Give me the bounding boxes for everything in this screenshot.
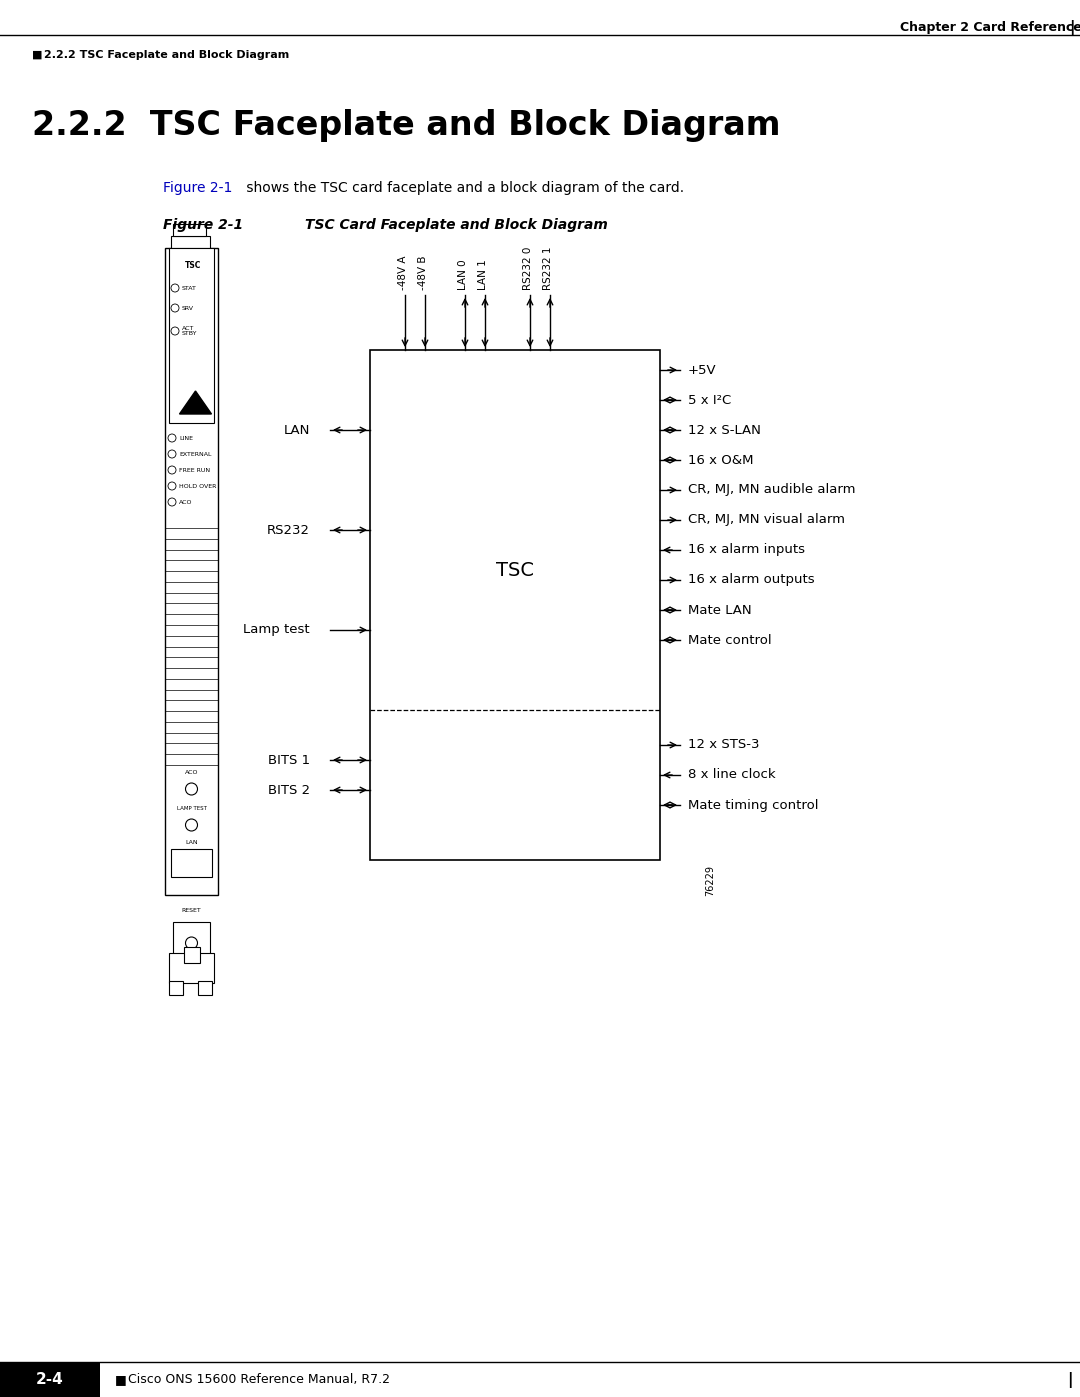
Text: LAN: LAN: [284, 423, 310, 436]
Text: ACO: ACO: [179, 500, 192, 504]
Bar: [168, 981, 183, 995]
Text: 16 x O&M: 16 x O&M: [688, 454, 754, 467]
Circle shape: [168, 450, 176, 458]
Text: |: |: [1069, 20, 1075, 36]
Text: EXTERNAL: EXTERNAL: [179, 451, 212, 457]
Text: 8 x line clock: 8 x line clock: [688, 768, 775, 781]
Text: TSC Card Faceplate and Block Diagram: TSC Card Faceplate and Block Diagram: [305, 218, 608, 232]
Circle shape: [186, 819, 198, 831]
Text: Cisco ONS 15600 Reference Manual, R7.2: Cisco ONS 15600 Reference Manual, R7.2: [129, 1373, 390, 1386]
Text: LAMP TEST: LAMP TEST: [176, 806, 206, 810]
Circle shape: [168, 467, 176, 474]
Text: Figure 2-1: Figure 2-1: [163, 218, 243, 232]
Circle shape: [171, 284, 179, 292]
Text: HOLD OVER: HOLD OVER: [179, 483, 216, 489]
Circle shape: [168, 482, 176, 490]
Text: 12 x S-LAN: 12 x S-LAN: [688, 423, 761, 436]
Text: 5 x I²C: 5 x I²C: [688, 394, 731, 407]
Bar: [165, 249, 218, 895]
Circle shape: [171, 305, 179, 312]
Text: shows the TSC card faceplate and a block diagram of the card.: shows the TSC card faceplate and a block…: [242, 182, 684, 196]
Text: +5V: +5V: [688, 363, 717, 377]
Circle shape: [186, 937, 198, 949]
Text: FREE RUN: FREE RUN: [179, 468, 211, 472]
Bar: [370, 351, 660, 861]
Bar: [168, 249, 214, 423]
Circle shape: [168, 497, 176, 506]
Bar: [168, 953, 214, 983]
Text: -48V B: -48V B: [418, 256, 428, 291]
Text: RS232: RS232: [267, 524, 310, 536]
Text: TSC: TSC: [496, 560, 534, 580]
Bar: [0, 1362, 100, 1397]
Text: TSC: TSC: [186, 261, 202, 271]
Text: 2-4: 2-4: [36, 1372, 64, 1387]
Text: Mate control: Mate control: [688, 633, 771, 647]
Text: CR, MJ, MN audible alarm: CR, MJ, MN audible alarm: [688, 483, 855, 496]
Text: 2.2.2 TSC Faceplate and Block Diagram: 2.2.2 TSC Faceplate and Block Diagram: [44, 50, 289, 60]
Text: 16 x alarm inputs: 16 x alarm inputs: [688, 543, 805, 556]
Text: 76229: 76229: [705, 865, 715, 895]
Text: LAN: LAN: [185, 840, 198, 845]
Circle shape: [186, 782, 198, 795]
Text: ■: ■: [114, 1373, 126, 1386]
Text: RESET: RESET: [181, 908, 201, 912]
Text: CR, MJ, MN visual alarm: CR, MJ, MN visual alarm: [688, 514, 845, 527]
Text: STAT: STAT: [183, 285, 197, 291]
Text: Mate timing control: Mate timing control: [688, 799, 819, 812]
Bar: [184, 947, 200, 963]
Circle shape: [171, 327, 179, 335]
Text: RS232 0: RS232 0: [523, 247, 534, 291]
Circle shape: [168, 434, 176, 441]
Text: Chapter 2 Card Reference: Chapter 2 Card Reference: [900, 21, 1080, 35]
Text: LINE: LINE: [179, 436, 193, 440]
Bar: [173, 922, 210, 970]
Text: 2.2.2  TSC Faceplate and Block Diagram: 2.2.2 TSC Faceplate and Block Diagram: [32, 109, 781, 141]
Text: -48V A: -48V A: [399, 256, 408, 291]
Bar: [198, 981, 212, 995]
Text: Mate LAN: Mate LAN: [688, 604, 752, 616]
Text: LAN 0: LAN 0: [458, 260, 468, 291]
Text: BITS 1: BITS 1: [268, 753, 310, 767]
Text: BITS 2: BITS 2: [268, 784, 310, 796]
Bar: [171, 236, 210, 249]
Bar: [171, 849, 212, 877]
Text: 16 x alarm outputs: 16 x alarm outputs: [688, 574, 814, 587]
Text: SRV: SRV: [183, 306, 194, 310]
Text: LAN 1: LAN 1: [478, 260, 488, 291]
Text: RS232 1: RS232 1: [543, 246, 553, 291]
Text: |: |: [1067, 1372, 1072, 1389]
Polygon shape: [179, 391, 212, 414]
Text: ACO: ACO: [185, 770, 199, 774]
Text: 12 x STS-3: 12 x STS-3: [688, 739, 759, 752]
Text: ACT
STBY: ACT STBY: [183, 326, 198, 337]
Text: Lamp test: Lamp test: [243, 623, 310, 637]
Text: ■: ■: [32, 50, 42, 60]
Text: Figure 2-1: Figure 2-1: [163, 182, 232, 196]
Bar: [173, 224, 206, 236]
